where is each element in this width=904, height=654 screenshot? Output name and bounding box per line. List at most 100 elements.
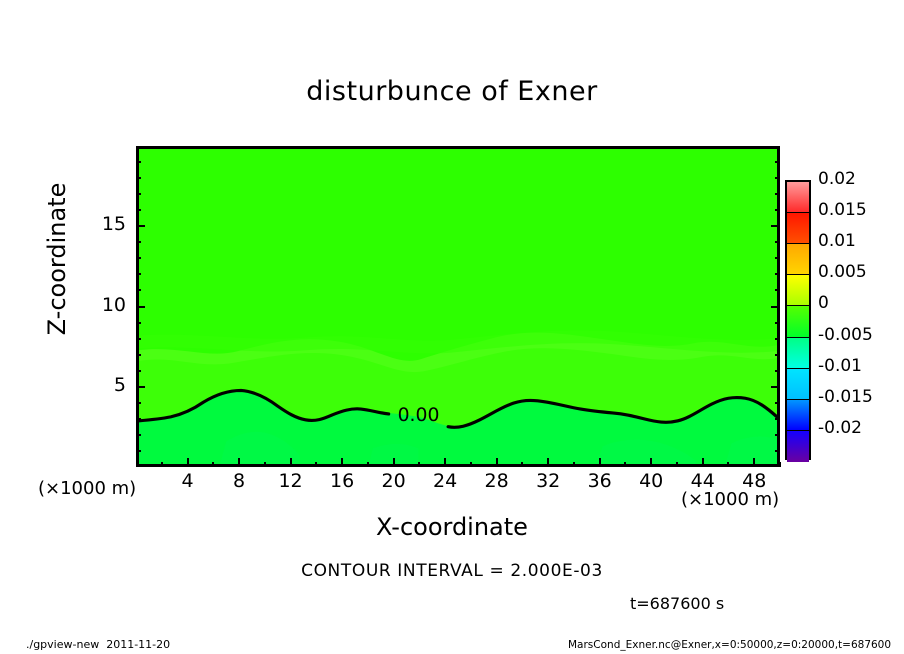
x-tick-major — [289, 458, 292, 467]
y-tick-minor-right — [775, 209, 780, 212]
x-tick-major — [444, 458, 447, 467]
colorbar-label: -0.005 — [818, 324, 873, 345]
colorbar-label: 0.01 — [818, 231, 856, 252]
y-tick-minor — [136, 401, 141, 404]
y-tick-minor — [136, 449, 141, 452]
y-tick-minor-right — [775, 353, 780, 356]
x-tick-major — [341, 458, 344, 467]
field-pocket-c — [725, 436, 777, 464]
y-tick-major — [136, 385, 145, 388]
field-upper-shading — [139, 330, 777, 354]
contour-field-svg: 0.00 — [139, 149, 777, 464]
x-tick-label: 8 — [232, 470, 246, 492]
page-title: disturbunce of Exner — [306, 76, 598, 107]
field-pocket-a — [220, 431, 300, 464]
contour-label-zero: 0.00 — [398, 405, 440, 426]
x-tick-minor — [315, 462, 318, 467]
colorbar-band — [787, 182, 809, 214]
x-tick-label: 44 — [690, 470, 715, 492]
y-tick-minor-right — [775, 433, 780, 436]
y-axis-title: Z-coordinate — [43, 182, 71, 336]
x-tick-minor — [418, 462, 421, 467]
x-tick-major — [186, 458, 189, 467]
y-tick-minor-right — [775, 337, 780, 340]
zero-contour-line-left — [139, 388, 391, 423]
x-tick-label: 24 — [433, 470, 458, 492]
colorbar-label: 0.02 — [818, 169, 856, 189]
y-tick-minor-right — [775, 177, 780, 180]
y-tick-minor-right — [775, 193, 780, 196]
x-tick-minor — [160, 462, 163, 467]
x-tick-minor — [212, 462, 215, 467]
y-tick-minor — [136, 337, 141, 340]
y-tick-minor — [136, 193, 141, 196]
y-tick-minor — [136, 369, 141, 372]
colorbar-label: -0.01 — [818, 355, 862, 376]
x-tick-label: 48 — [742, 470, 767, 492]
x-tick-minor — [469, 462, 472, 467]
y-tick-label: 15 — [101, 213, 126, 236]
footer-source: MarsCond_Exner.nc@Exner,x=0:50000,z=0:20… — [568, 639, 892, 651]
y-tick-minor — [136, 161, 141, 164]
y-tick-label: 10 — [101, 293, 126, 316]
y-tick-minor-right — [775, 449, 780, 452]
timestamp-note: t=687600 s — [630, 594, 725, 613]
footer-command: ./gpview-new 2011-11-20 — [26, 638, 171, 651]
colorbar-band — [787, 244, 809, 276]
colorbar-label: 0 — [818, 293, 829, 314]
y-tick-label: 5 — [113, 373, 126, 396]
y-tick-major — [136, 305, 145, 308]
y-tick-minor — [136, 273, 141, 276]
x-tick-minor — [624, 462, 627, 467]
x-tick-minor — [779, 462, 781, 467]
y-tick-minor — [136, 257, 141, 260]
colorbar-band — [787, 368, 809, 400]
x-tick-minor — [366, 462, 369, 467]
x-tick-major — [598, 458, 601, 467]
colorbar-band — [787, 337, 809, 369]
y-tick-minor-right — [775, 273, 780, 276]
y-tick-minor-right — [775, 321, 780, 324]
colorbar-label: 0.015 — [818, 200, 867, 221]
x-tick-label: 36 — [587, 470, 612, 492]
y-tick-minor-right — [775, 289, 780, 292]
x-tick-major — [650, 458, 653, 467]
x-tick-label: 20 — [381, 470, 406, 492]
y-tick-minor-right — [775, 401, 780, 404]
x-unit-label-left: (×1000 m) — [38, 478, 137, 499]
y-tick-minor — [136, 353, 141, 356]
y-tick-minor-right — [775, 257, 780, 260]
x-tick-minor — [675, 462, 678, 467]
colorbar-band — [787, 213, 809, 245]
y-tick-major-right — [771, 225, 780, 228]
x-tick-label: 4 — [181, 470, 194, 492]
y-tick-minor-right — [775, 417, 780, 420]
x-tick-label: 32 — [536, 470, 561, 492]
x-tick-major — [238, 458, 241, 467]
y-tick-minor — [136, 321, 141, 324]
y-tick-minor-right — [775, 161, 780, 164]
zero-contour-line-right — [446, 395, 777, 429]
x-tick-major — [495, 458, 498, 467]
colorbar-band — [787, 306, 809, 338]
x-tick-major — [753, 458, 756, 467]
colorbar-label: -0.02 — [818, 417, 862, 438]
colorbar — [785, 180, 811, 462]
x-tick-major — [547, 458, 550, 467]
y-tick-minor — [136, 209, 141, 212]
x-tick-minor — [263, 462, 266, 467]
x-tick-label: 12 — [278, 470, 303, 492]
x-unit-label-right: (×1000 m) — [681, 489, 780, 510]
x-tick-label: 40 — [639, 470, 664, 492]
colorbar-band — [787, 275, 809, 307]
x-tick-minor — [521, 462, 524, 467]
y-tick-major-right — [771, 385, 780, 388]
colorbar-band — [787, 399, 809, 431]
y-tick-minor-right — [775, 369, 780, 372]
field-pocket-b — [596, 439, 696, 464]
y-tick-major — [136, 225, 145, 228]
contour-plot-area: 0.00 — [136, 146, 780, 467]
contour-interval-note: CONTOUR INTERVAL = 2.000E-03 — [301, 561, 603, 581]
field-pocket-d — [368, 443, 419, 464]
